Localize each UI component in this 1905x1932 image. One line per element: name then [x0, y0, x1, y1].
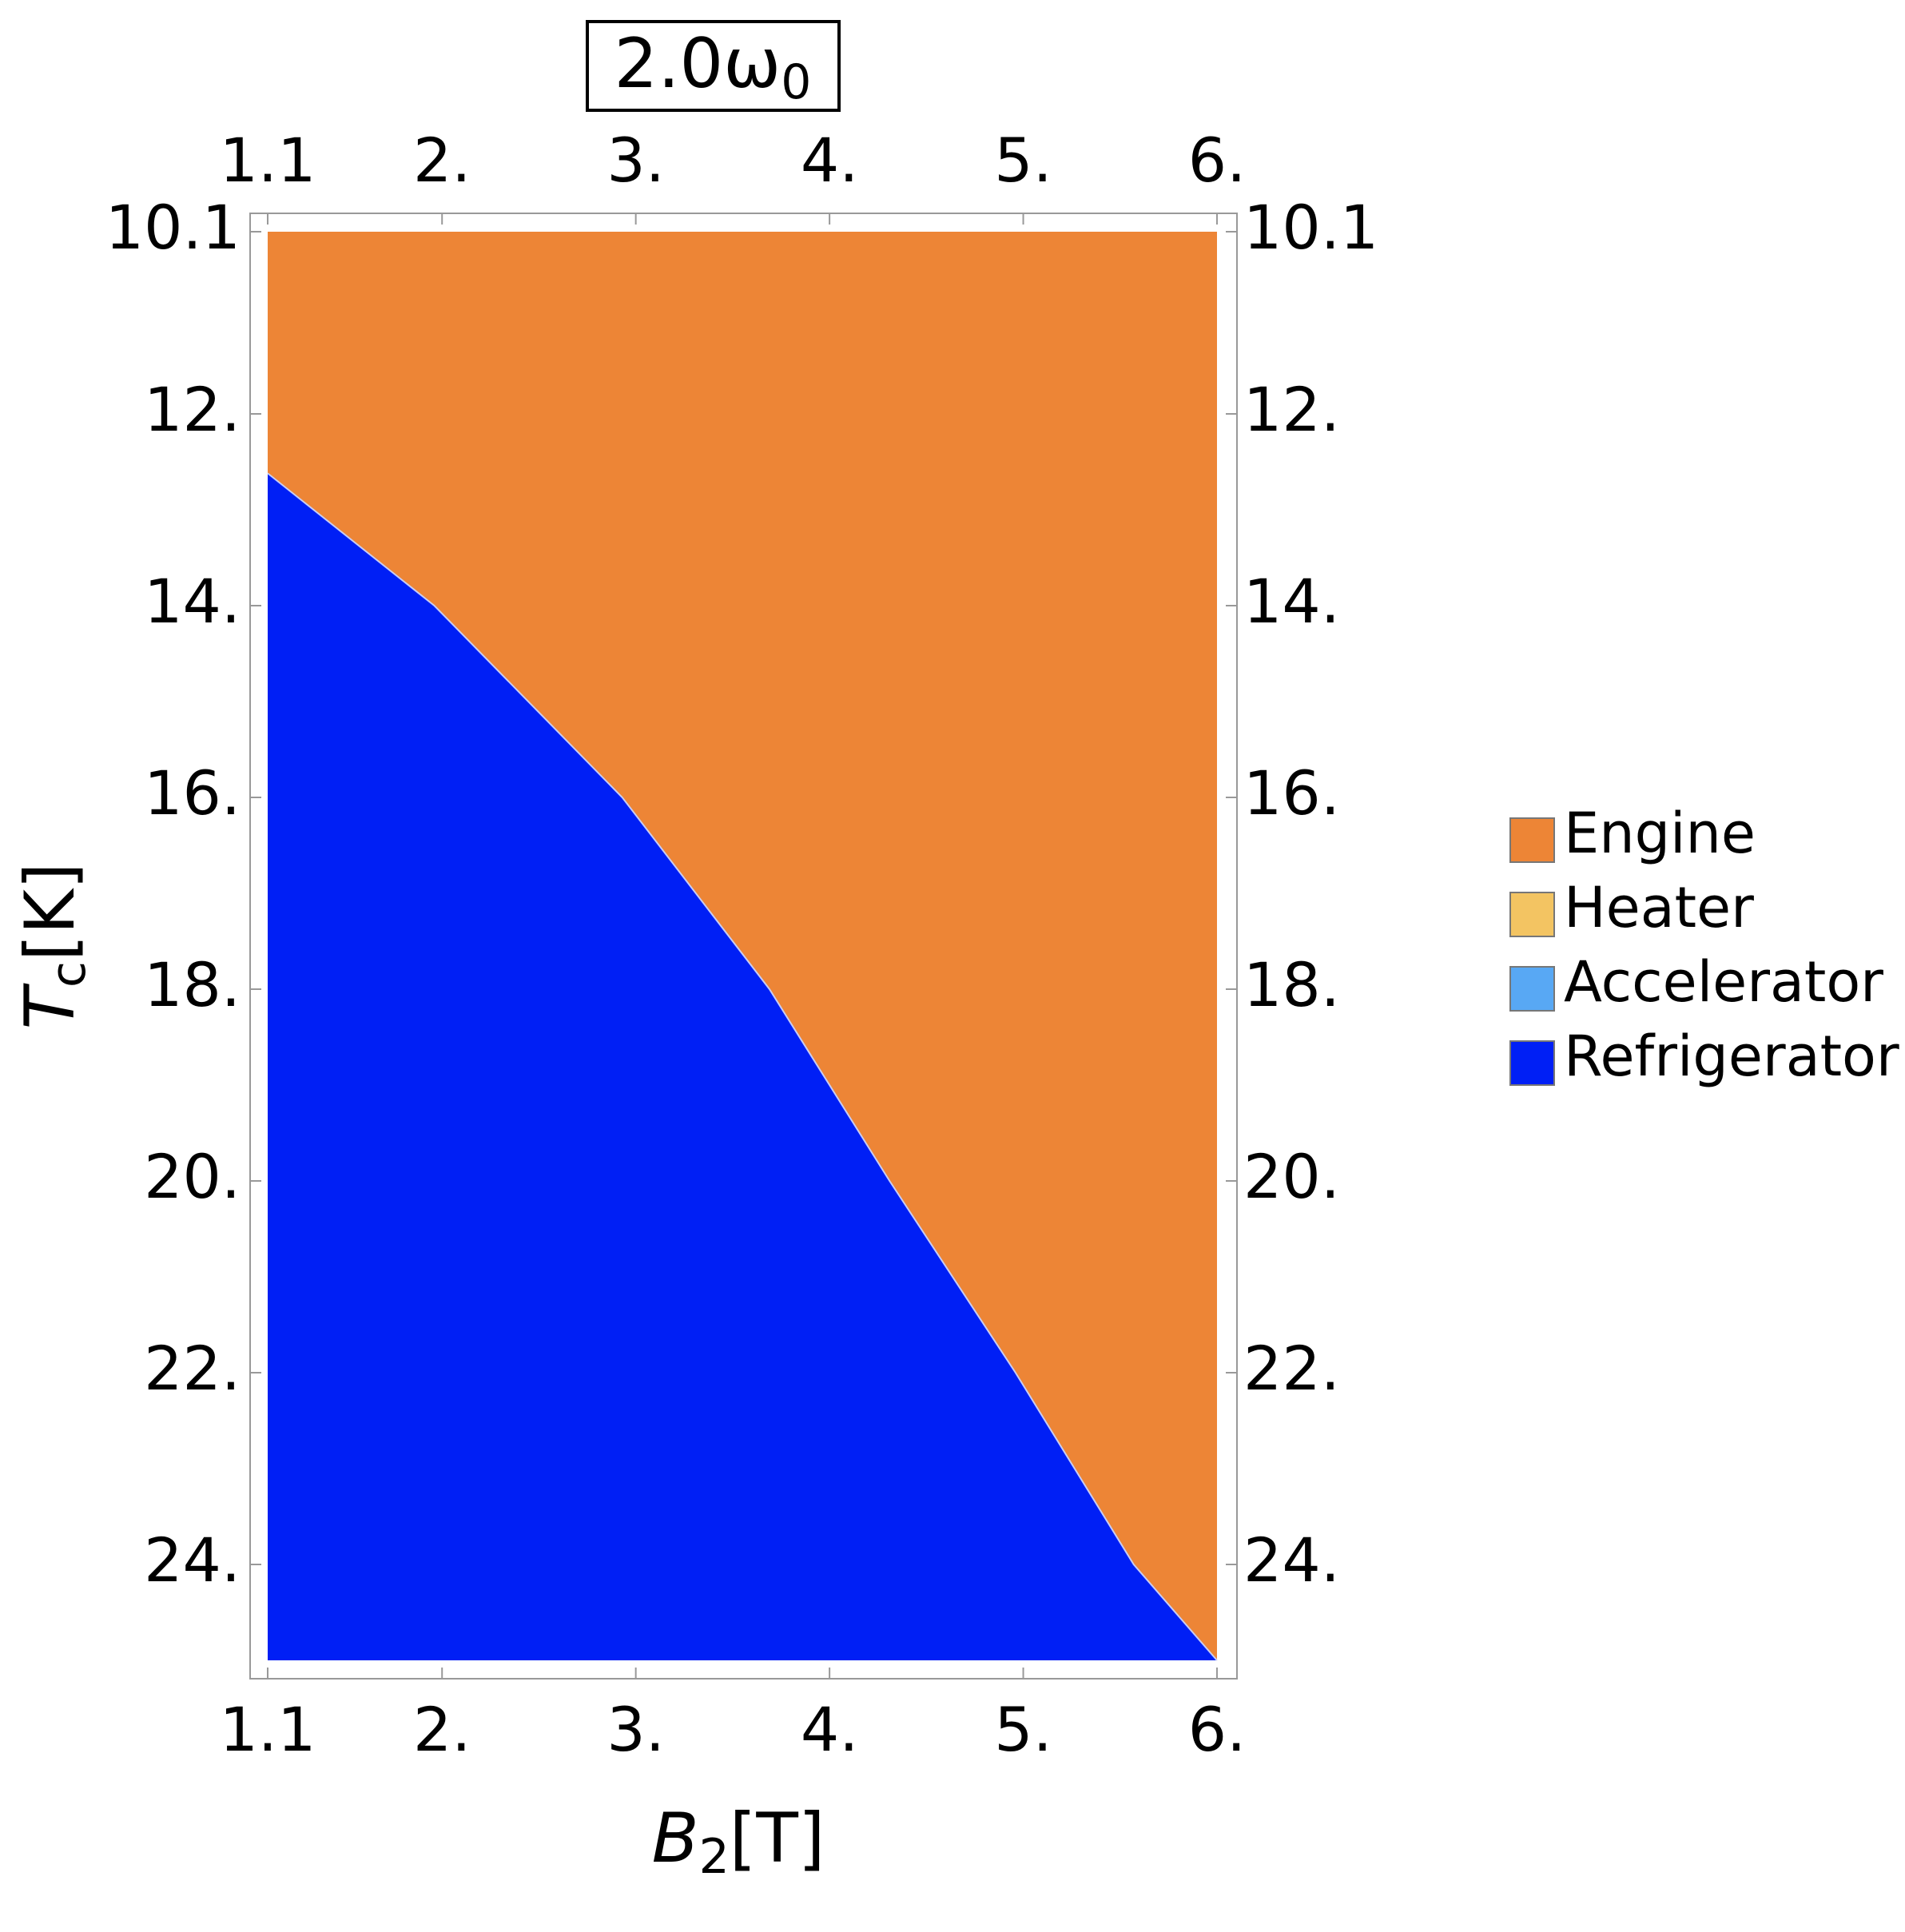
x-tick-label: 5.	[994, 1694, 1052, 1765]
y-tick-label: 14.	[144, 566, 241, 637]
legend-label: Refrigerator	[1564, 1024, 1899, 1089]
legend-label: Engine	[1564, 801, 1756, 866]
y-tick-label-right: 10.1	[1243, 192, 1378, 263]
y-label-sub: c	[41, 961, 97, 988]
legend-label: Heater	[1564, 875, 1754, 940]
y-tick-label: 12.	[144, 374, 241, 445]
x-tick-label-top: 4.	[801, 125, 859, 196]
legend-swatch	[1509, 817, 1555, 863]
region-boundary	[267, 472, 1218, 1661]
plot-frame	[249, 213, 1238, 1680]
title-box	[586, 20, 841, 112]
legend-swatch	[1509, 892, 1555, 937]
title-main: 2.0ω	[614, 24, 781, 104]
x-tick-label-top: 2.	[413, 125, 471, 196]
x-label-main: B	[652, 1799, 699, 1878]
x-tick-label-top: 6.	[1188, 125, 1247, 196]
y-axis-label: Tc[K]	[10, 862, 96, 1029]
y-tick-label: 16.	[144, 757, 241, 829]
x-axis-label: B2[T]	[652, 1799, 825, 1884]
x-tick-label: 6.	[1188, 1694, 1247, 1765]
region-above	[268, 232, 1217, 1660]
y-tick-label-right: 18.	[1243, 949, 1340, 1020]
y-tick-label-right: 20.	[1243, 1141, 1340, 1212]
x-tick-label-top: 1.1	[220, 125, 316, 196]
y-label-unit: [K]	[10, 862, 90, 961]
x-tick-label: 2.	[413, 1694, 471, 1765]
x-tick-label-top: 3.	[606, 125, 665, 196]
y-tick-label: 24.	[144, 1525, 241, 1596]
x-tick-label: 3.	[606, 1694, 665, 1765]
y-tick-label: 20.	[144, 1141, 241, 1212]
x-tick-label-top: 5.	[994, 125, 1052, 196]
y-label-main: T	[10, 983, 90, 1030]
y-tick-label: 18.	[144, 949, 241, 1020]
y-tick-label: 22.	[144, 1333, 241, 1404]
y-tick-label-right: 14.	[1243, 566, 1340, 637]
region-below	[268, 473, 1217, 1660]
y-tick-label-right: 24.	[1243, 1525, 1340, 1596]
legend-label: Accelerator	[1564, 949, 1883, 1015]
title-sub: 0	[781, 54, 811, 110]
legend-swatch	[1509, 966, 1555, 1012]
y-tick-label: 10.1	[105, 192, 241, 263]
y-tick-label-right: 16.	[1243, 757, 1340, 829]
x-tick-label: 4.	[801, 1694, 859, 1765]
legend-swatch	[1509, 1040, 1555, 1086]
x-tick-label: 1.1	[220, 1694, 316, 1765]
x-label-sub: 2	[699, 1829, 730, 1885]
chart-title: 2.0ω0	[614, 24, 812, 109]
x-label-unit: [T]	[730, 1799, 825, 1878]
y-tick-label-right: 12.	[1243, 374, 1340, 445]
y-tick-label-right: 22.	[1243, 1333, 1340, 1404]
